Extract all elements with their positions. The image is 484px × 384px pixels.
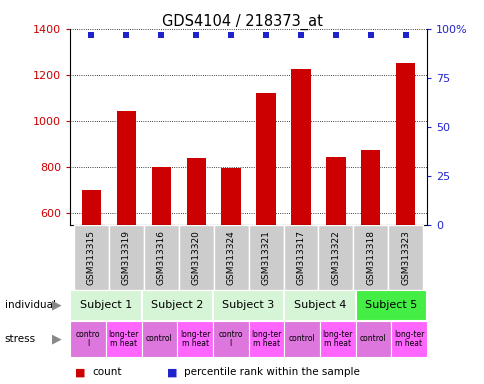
Text: long-ter
m heat: long-ter m heat (108, 330, 139, 348)
Text: count: count (92, 367, 121, 377)
Bar (326, 157, 345, 225)
Bar (388, 225, 423, 290)
Text: GSM313316: GSM313316 (156, 230, 166, 285)
Bar (143, 225, 178, 290)
Text: ■: ■ (167, 367, 178, 377)
Text: GSM313319: GSM313319 (121, 230, 131, 285)
Bar (212, 290, 284, 321)
Bar (318, 225, 353, 290)
Bar (319, 321, 355, 357)
Text: ■: ■ (75, 367, 86, 377)
Bar (248, 225, 283, 290)
Bar (284, 321, 319, 357)
Bar (248, 321, 284, 357)
Bar (178, 225, 213, 290)
Bar (355, 290, 426, 321)
Bar (186, 158, 205, 225)
Text: Subject 2: Subject 2 (151, 300, 203, 310)
Text: long-ter
m heat: long-ter m heat (251, 330, 281, 348)
Bar (353, 225, 388, 290)
Text: GSM313321: GSM313321 (261, 230, 270, 285)
Bar (116, 111, 136, 225)
Text: long-ter
m heat: long-ter m heat (180, 330, 210, 348)
Bar (70, 290, 141, 321)
Text: long-ter
m heat: long-ter m heat (393, 330, 424, 348)
Bar (390, 321, 426, 357)
Text: contro
l: contro l (76, 330, 100, 348)
Text: Subject 5: Subject 5 (364, 300, 416, 310)
Bar (141, 321, 177, 357)
Text: contro
l: contro l (218, 330, 242, 348)
Text: GSM313317: GSM313317 (296, 230, 305, 285)
Bar (106, 321, 141, 357)
Text: ▶: ▶ (52, 299, 62, 312)
Bar (256, 93, 275, 225)
Text: control: control (146, 334, 172, 343)
Text: GDS4104 / 218373_at: GDS4104 / 218373_at (162, 13, 322, 30)
Text: GSM313323: GSM313323 (400, 230, 409, 285)
Bar (74, 225, 108, 290)
Bar (355, 321, 390, 357)
Text: control: control (359, 334, 386, 343)
Text: GSM313315: GSM313315 (87, 230, 96, 285)
Text: stress: stress (5, 334, 36, 344)
Bar (284, 290, 355, 321)
Bar (395, 63, 415, 225)
Bar (177, 321, 212, 357)
Bar (283, 225, 318, 290)
Text: Subject 3: Subject 3 (222, 300, 274, 310)
Text: long-ter
m heat: long-ter m heat (322, 330, 352, 348)
Text: ▶: ▶ (52, 333, 62, 345)
Text: GSM313318: GSM313318 (365, 230, 375, 285)
Text: Subject 4: Subject 4 (293, 300, 345, 310)
Text: GSM313320: GSM313320 (191, 230, 200, 285)
Bar (291, 69, 310, 225)
Text: percentile rank within the sample: percentile rank within the sample (184, 367, 360, 377)
Bar (70, 321, 106, 357)
Text: GSM313322: GSM313322 (331, 230, 340, 285)
Bar (213, 225, 248, 290)
Bar (221, 168, 240, 225)
Bar (212, 321, 248, 357)
Text: control: control (288, 334, 315, 343)
Text: Subject 1: Subject 1 (80, 300, 132, 310)
Bar (81, 190, 101, 225)
Bar (141, 290, 212, 321)
Text: individual: individual (5, 300, 56, 310)
Bar (361, 150, 380, 225)
Bar (108, 225, 143, 290)
Text: GSM313324: GSM313324 (226, 230, 235, 285)
Bar (151, 167, 170, 225)
